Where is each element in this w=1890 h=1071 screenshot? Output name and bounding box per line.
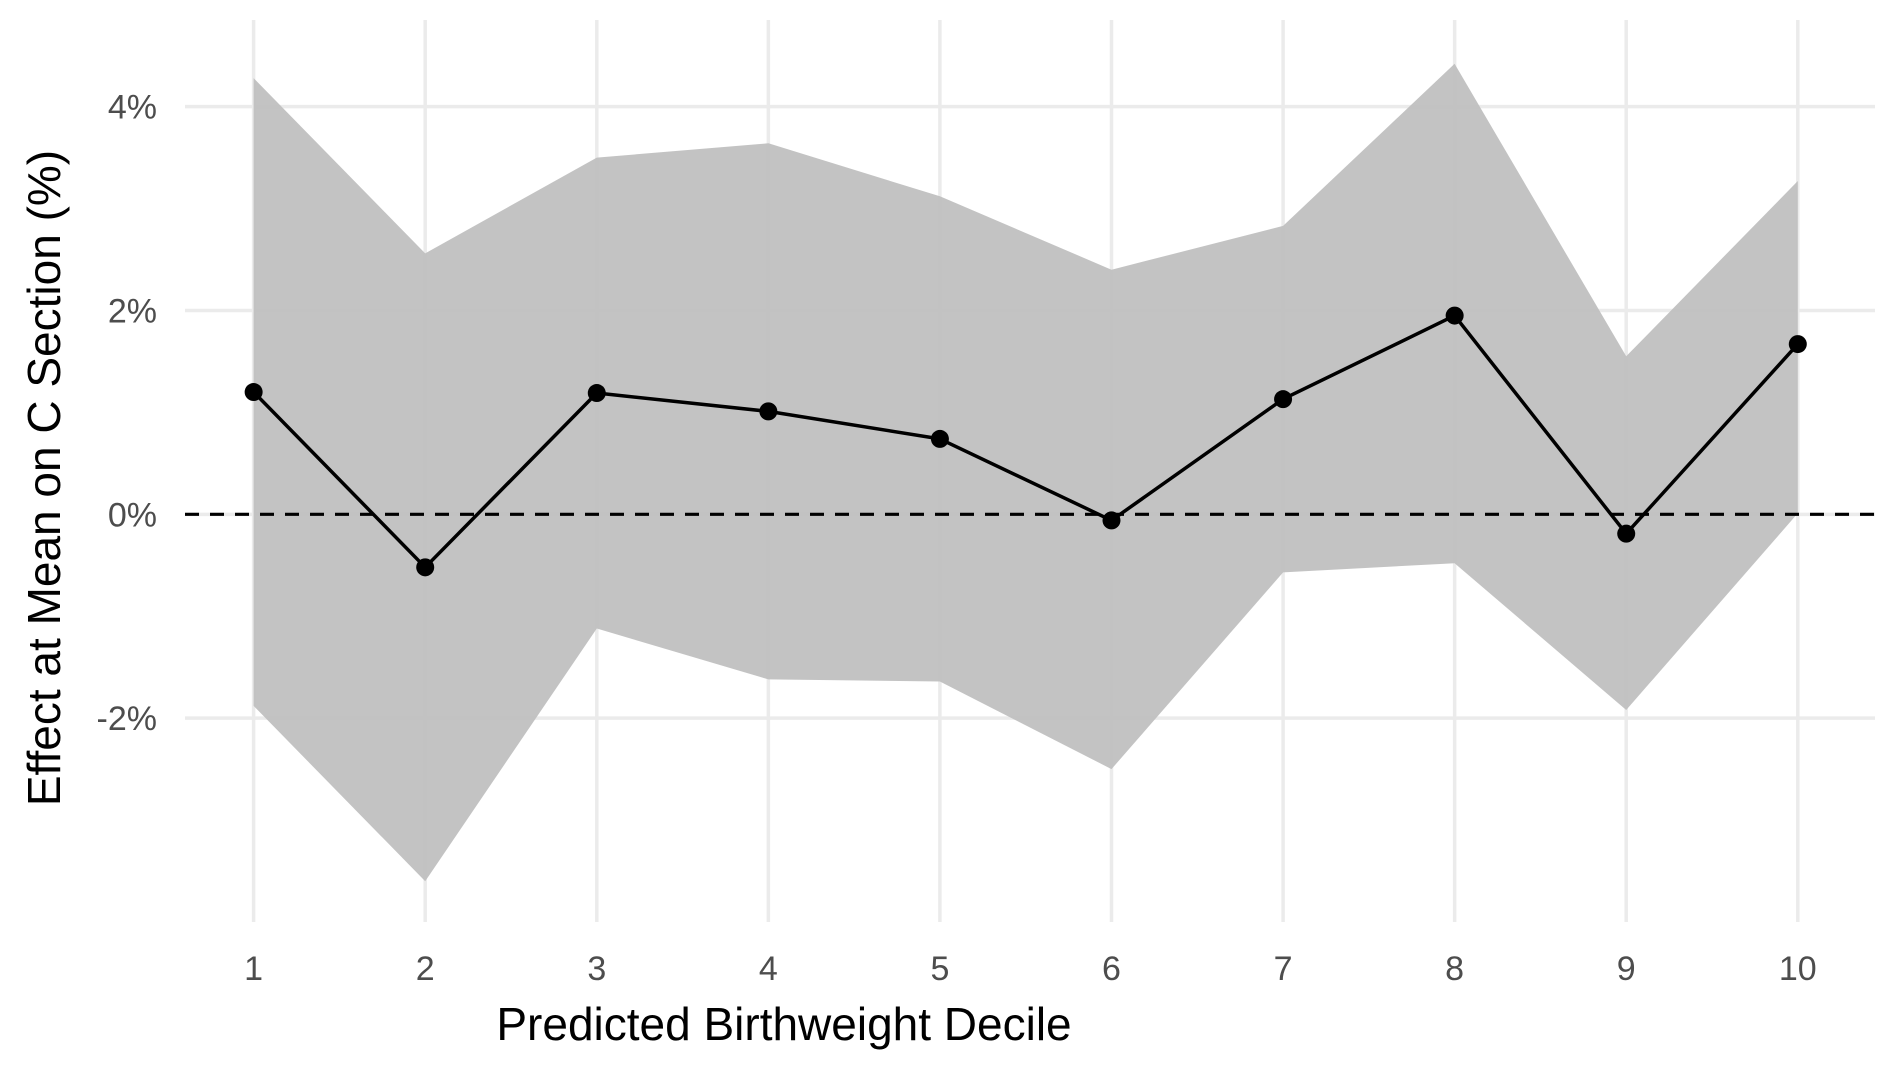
data-point-3	[587, 384, 606, 403]
x-tick-label: 7	[1274, 950, 1293, 988]
y-axis-title: Effect at Mean on C Section (%)	[18, 150, 70, 806]
y-tick-label: 0%	[108, 496, 157, 534]
x-tick-label: 10	[1779, 950, 1817, 988]
y-tick-label: 4%	[108, 89, 157, 127]
data-point-9	[1617, 524, 1636, 543]
confidence-band-layer	[253, 63, 1798, 882]
x-tick-label: 8	[1445, 950, 1464, 988]
data-point-6	[1102, 511, 1121, 530]
data-point-2	[416, 558, 435, 577]
x-tick-label: 3	[587, 950, 606, 988]
series-point-layer	[244, 306, 1807, 577]
x-tick-labels: 1 2 3 4 5 6 7 8 9 10	[244, 950, 1817, 988]
x-tick-label: 9	[1617, 950, 1636, 988]
y-tick-label: -2%	[97, 700, 157, 738]
data-point-8	[1445, 306, 1464, 325]
y-tick-label: 2%	[108, 292, 157, 330]
x-tick-label: 6	[1102, 950, 1121, 988]
data-point-7	[1274, 390, 1293, 409]
x-axis-title: Predicted Birthweight Decile	[496, 998, 1071, 1050]
data-point-4	[759, 402, 778, 421]
x-tick-label: 5	[930, 950, 949, 988]
confidence-band	[253, 63, 1798, 882]
series-line	[252, 313, 1800, 570]
series-line-layer	[252, 313, 1800, 570]
x-tick-label: 4	[759, 950, 778, 988]
y-tick-labels: -2% 0% 2% 4%	[97, 89, 157, 739]
x-tick-label: 2	[416, 950, 435, 988]
data-point-5	[930, 429, 949, 448]
data-point-1	[244, 383, 263, 402]
x-tick-label: 1	[244, 950, 263, 988]
data-point-10	[1788, 335, 1807, 354]
